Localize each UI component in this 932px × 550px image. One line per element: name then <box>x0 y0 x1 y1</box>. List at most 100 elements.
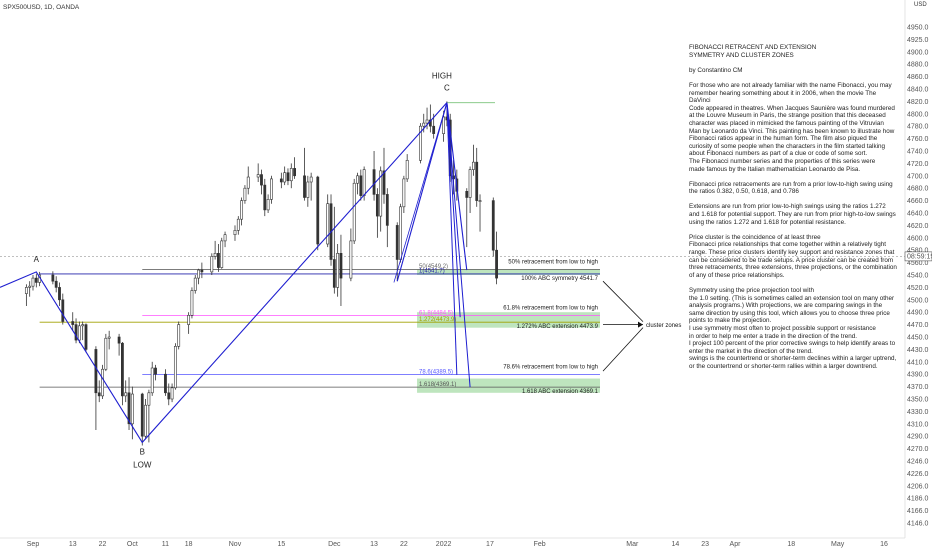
candle-body <box>150 367 154 394</box>
candle-body <box>236 218 240 231</box>
last-price-label: 08:59:19 <box>907 254 932 261</box>
candle-body <box>432 125 436 134</box>
time-tick-label: Mar <box>626 541 639 548</box>
candle-body <box>399 206 402 260</box>
candle-body <box>190 290 194 316</box>
candle-body <box>256 174 260 178</box>
price-tick-label: 4640.0 <box>907 211 929 218</box>
candle-body <box>81 324 85 327</box>
price-tick-label: 4350.0 <box>907 397 929 404</box>
candle-body <box>61 299 65 322</box>
candle-body <box>468 169 472 198</box>
time-tick-label: 23 <box>701 541 709 548</box>
price-tick-label: 4500.0 <box>907 297 929 304</box>
fib-level-note: 50% retracement from low to high <box>508 259 598 265</box>
price-tick-label: 4800.0 <box>907 111 929 118</box>
candle-body <box>71 321 75 325</box>
time-tick-label: 2022 <box>436 541 452 548</box>
candle-body <box>316 176 320 245</box>
candle-body <box>352 182 356 242</box>
candle-body <box>187 314 191 325</box>
price-tick-label: 4470.0 <box>907 322 929 329</box>
candle-body <box>359 175 363 196</box>
candle-body <box>170 387 174 400</box>
price-tick-label: 4540.0 <box>907 273 929 280</box>
cluster-arrow-head <box>638 321 643 328</box>
candle-body <box>246 176 250 189</box>
point-b-label: B <box>140 447 145 456</box>
candle-body <box>495 249 498 279</box>
price-tick-label: 4186.0 <box>907 496 929 503</box>
price-tick-label: 4410.0 <box>907 359 929 366</box>
time-axis: Sep 13 22 Oct 11 18 Nov 15 Dec 13 22 2022 17 Feb Mar 14… <box>0 537 905 548</box>
notes-paragraph-2: Fibonacci price retracements are run fro… <box>689 180 893 196</box>
candle-body <box>336 253 340 288</box>
notes-title-2: SYMMETRY AND CLUSTER ZONES <box>689 51 794 59</box>
candle-body <box>51 274 55 282</box>
candle-body <box>124 392 128 397</box>
price-tick-label: 4740.0 <box>907 149 929 156</box>
price-tick-label: 4720.0 <box>907 161 929 168</box>
cluster-arrow <box>602 280 644 322</box>
candle-body <box>77 325 81 341</box>
price-tick-label: 4780.0 <box>907 124 929 131</box>
candle-body <box>101 368 104 397</box>
fib-level-note: 1.272% ABC extension 4473.9 <box>517 324 599 330</box>
notes-paragraph-1: For those who are not already familiar w… <box>689 81 895 173</box>
candle-body <box>220 240 224 268</box>
candle-body <box>177 324 181 347</box>
candle-body <box>422 122 426 127</box>
price-tick-label: 4840.0 <box>907 87 929 94</box>
time-tick-label: May <box>831 541 845 548</box>
time-tick-label: Sep <box>27 541 40 548</box>
price-tick-label: 4700.0 <box>907 173 929 180</box>
candle-body <box>286 172 290 182</box>
projection-line-1 <box>446 102 461 318</box>
candle-body <box>217 253 220 268</box>
cluster-zone-band <box>417 378 600 393</box>
price-tick-label: 4560.0 <box>907 260 929 267</box>
last-price-tag <box>904 251 932 262</box>
time-tick-label: Oct <box>127 541 138 548</box>
candle-body <box>266 199 270 211</box>
candle-body <box>356 175 359 184</box>
candle-body <box>28 285 32 288</box>
candle-body <box>263 184 267 211</box>
projection-line-3 <box>446 102 458 375</box>
candle-body <box>154 367 157 375</box>
candle-body <box>164 373 167 394</box>
point-c-label: C <box>444 84 450 93</box>
time-tick-label: Dec <box>328 541 341 548</box>
candle-body <box>375 194 379 217</box>
candle-body <box>442 116 445 134</box>
price-tick-label: 4206.0 <box>907 483 929 490</box>
candle-body <box>193 277 197 291</box>
candle-body <box>385 194 389 226</box>
candle-body <box>260 174 263 186</box>
notes-paragraph-4: Price cluster is the coincidence of at l… <box>689 233 897 279</box>
fib-level-note: 100% ABC symmetry 4541.7 <box>521 276 598 282</box>
price-tick-label: 4290.0 <box>907 434 929 441</box>
price-tick-label: 4950.0 <box>907 25 929 32</box>
cluster-zones-label: cluster zones <box>646 323 681 329</box>
price-tick-label: 4620.0 <box>907 223 929 230</box>
candle-body <box>24 287 28 294</box>
candle-body <box>402 178 406 208</box>
price-tick-label: 4430.0 <box>907 347 929 354</box>
price-tick-label: 4580.0 <box>907 248 929 255</box>
cluster-zone-bands <box>417 269 600 393</box>
candle-body <box>84 324 88 350</box>
price-tick-label: 4246.0 <box>907 459 929 466</box>
candle-body <box>117 336 121 344</box>
notes-title-1: FIBONACCI RETRACENT AND EXTENSION <box>689 44 817 51</box>
candle-body <box>379 170 383 217</box>
price-tick-label: 4370.0 <box>907 384 929 391</box>
candle-body <box>339 253 343 279</box>
price-tick-label: 4310.0 <box>907 421 929 428</box>
time-tick-label: 17 <box>486 541 494 548</box>
candle-body <box>306 181 310 198</box>
price-tick-label: 4146.0 <box>907 521 929 528</box>
candle-body <box>372 169 376 195</box>
candle-body <box>289 168 293 182</box>
